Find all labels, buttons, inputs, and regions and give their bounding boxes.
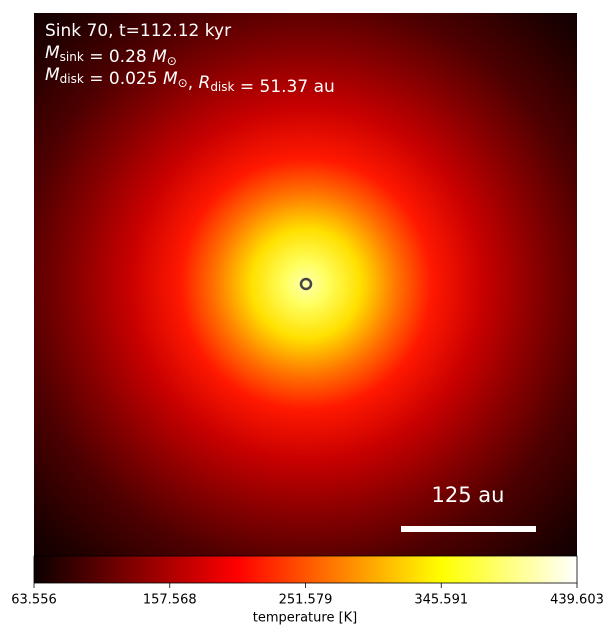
tick-label: 439.603 (550, 593, 604, 608)
subscript: ⊙ (178, 76, 188, 90)
subscript: disk (60, 72, 84, 86)
text-part: = 0.28 (84, 47, 152, 67)
text-part: M (152, 47, 167, 67)
text-part: Sink 70, t=112.12 kyr (45, 21, 231, 41)
temperature-map (34, 13, 577, 556)
subscript: sink (60, 50, 84, 64)
text-part: R (199, 73, 211, 93)
sink-marker (299, 277, 313, 291)
annotation-line: Msink = 0.28 M⊙ (45, 43, 177, 68)
tick-label: 63.556 (11, 593, 57, 608)
text-part: M (163, 69, 178, 89)
text-part: = 0.025 (84, 69, 163, 89)
scale-bar (401, 526, 536, 532)
text-part: M (45, 43, 60, 63)
text-part: = 51.37 au (234, 77, 334, 97)
colorbar (33, 555, 578, 584)
text-part: M (45, 65, 60, 85)
subscript: ⊙ (167, 54, 177, 68)
annotation-line: Sink 70, t=112.12 kyr (45, 21, 231, 41)
subscript: disk (210, 80, 234, 94)
annotation-line: Mdisk = 0.025 M⊙, Rdisk = 51.37 au (45, 65, 335, 97)
colorbar-ticks: 63.556 157.568 251.579 345.591 439.603 (11, 583, 604, 608)
colorbar-label: temperature [K] (253, 611, 358, 626)
tick-label: 251.579 (279, 593, 333, 608)
tick-label: 345.591 (414, 593, 468, 608)
text-part: , (188, 73, 199, 93)
scale-bar-label: 125 au (432, 483, 505, 507)
tick-label: 157.568 (143, 593, 197, 608)
